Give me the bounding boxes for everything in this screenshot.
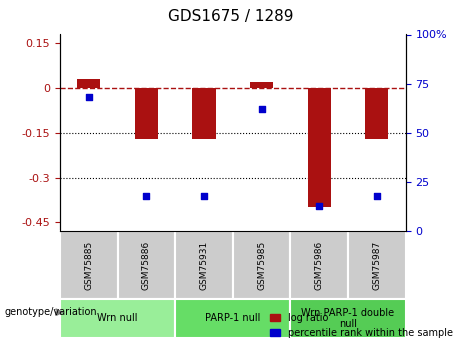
- Bar: [193, 88, 216, 139]
- Text: GSM75886: GSM75886: [142, 240, 151, 290]
- Point: [258, 107, 266, 112]
- FancyBboxPatch shape: [290, 299, 406, 338]
- Bar: [308, 88, 331, 207]
- Point: [315, 203, 323, 208]
- Text: Wrn PARP-1 double
null: Wrn PARP-1 double null: [301, 308, 395, 329]
- Point: [373, 193, 381, 199]
- FancyBboxPatch shape: [175, 231, 233, 299]
- Text: GSM75987: GSM75987: [372, 240, 381, 290]
- FancyBboxPatch shape: [60, 299, 175, 338]
- Bar: [77, 79, 100, 88]
- Point: [142, 193, 150, 199]
- FancyBboxPatch shape: [60, 231, 118, 299]
- Bar: [250, 82, 273, 88]
- Text: PARP-1 null: PARP-1 null: [205, 313, 260, 323]
- Text: GSM75885: GSM75885: [84, 240, 93, 290]
- Text: GSM75931: GSM75931: [200, 240, 208, 290]
- FancyBboxPatch shape: [290, 231, 348, 299]
- Bar: [135, 88, 158, 139]
- Bar: [365, 88, 388, 139]
- Text: Wrn null: Wrn null: [97, 313, 138, 323]
- FancyBboxPatch shape: [175, 299, 290, 338]
- Text: GSM75986: GSM75986: [315, 240, 324, 290]
- Point: [200, 193, 207, 199]
- FancyBboxPatch shape: [348, 231, 406, 299]
- Text: GDS1675 / 1289: GDS1675 / 1289: [168, 9, 293, 24]
- Text: genotype/variation: genotype/variation: [5, 307, 97, 317]
- Text: GSM75985: GSM75985: [257, 240, 266, 290]
- Point: [85, 95, 92, 100]
- FancyBboxPatch shape: [233, 231, 290, 299]
- Legend: log ratio, percentile rank within the sample: log ratio, percentile rank within the sa…: [266, 309, 456, 342]
- FancyBboxPatch shape: [118, 231, 175, 299]
